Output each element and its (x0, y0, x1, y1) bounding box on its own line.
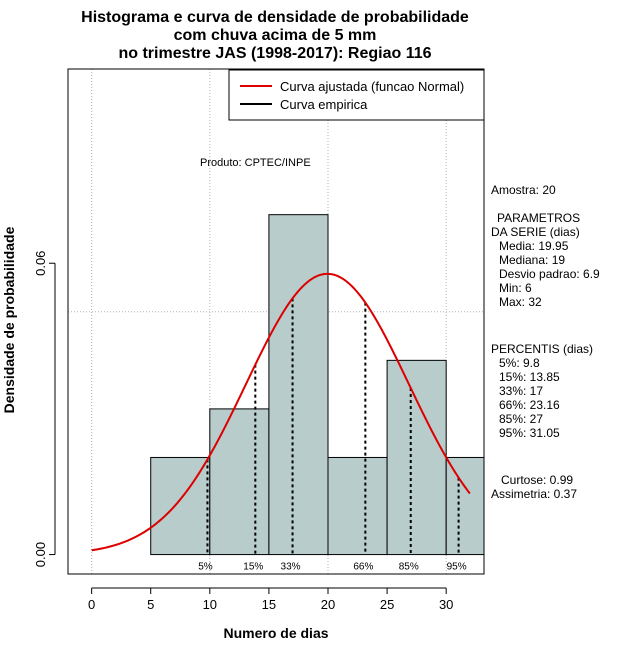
chart-title-line-3: no trimestre JAS (1998-2017): Regiao 116 (118, 45, 431, 62)
percentile-label: 15% (243, 562, 263, 573)
stat-assimetria: Assimetria: 0.37 (491, 487, 577, 501)
stat-p95: 95%: 31.05 (499, 426, 560, 440)
percentile-label: 5% (198, 562, 213, 573)
histogram-bar (268, 214, 329, 556)
x-axis-title: Numero de dias (223, 625, 328, 641)
percentile-label: 66% (353, 562, 373, 573)
x-tick-label: 25 (380, 597, 394, 612)
stat-curtose: Curtose: 0.99 (501, 473, 573, 487)
x-tick-label: 30 (439, 597, 453, 612)
product-note: Produto: CPTEC/INPE (200, 157, 311, 169)
stat-p85: 85%: 27 (499, 412, 543, 426)
percentile-label: 95% (447, 562, 467, 573)
x-tick-label: 5 (147, 597, 154, 612)
histogram-bar (209, 408, 270, 556)
y-tick-label: 0.00 (33, 542, 48, 567)
percentile-label: 33% (281, 562, 301, 573)
legend-box (228, 69, 485, 121)
plot-frame (67, 68, 485, 575)
histogram-bars (150, 214, 485, 556)
percentile-label: 85% (399, 562, 419, 573)
stat-desvio: Desvio padrao: 6.9 (499, 267, 600, 281)
legend: Curva ajustada (funcao Normal) Curva emp… (228, 69, 485, 121)
y-axis-title: Densidade de probabilidade (1, 226, 17, 413)
percentile-lines: 5% 15% 33% 66% 85% 95% (198, 298, 467, 573)
normal-curve (91, 272, 471, 552)
histogram-bar (445, 456, 485, 556)
stat-mediana: Mediana: 19 (499, 253, 565, 267)
histogram-bar (386, 359, 447, 556)
y-tick-label: 0.06 (33, 251, 48, 276)
stat-p5: 5%: 9.8 (499, 356, 540, 370)
x-tick-label: 0 (88, 597, 95, 612)
x-tick-label: 10 (203, 597, 217, 612)
axes: 0 5 10 15 20 25 30 0.00 0.06 (33, 251, 453, 612)
stat-parametros-title: PARAMETROS (497, 211, 580, 225)
normal-curve-layer (91, 272, 471, 552)
stat-p33: 33%: 17 (499, 384, 543, 398)
stat-min: Min: 6 (499, 281, 532, 295)
stat-amostra: Amostra: 20 (491, 183, 556, 197)
stat-percentis-title: PERCENTIS (dias) (491, 342, 593, 356)
histogram-bar (327, 456, 388, 556)
stat-p15: 15%: 13.85 (499, 370, 560, 384)
stat-serie-title: DA SERIE (dias) (491, 225, 580, 239)
chart-title-line-2: com chuva acima de 5 mm (174, 27, 377, 44)
stat-p66: 66%: 23.16 (499, 398, 560, 412)
chart-title-line-1: Histograma e curva de densidade de proba… (81, 9, 469, 26)
legend-normal-label: Curva ajustada (funcao Normal) (280, 79, 464, 94)
stat-media: Media: 19.95 (499, 239, 569, 253)
stat-max: Max: 32 (499, 295, 542, 309)
x-tick-label: 15 (262, 597, 276, 612)
legend-empirical-label: Curva empirica (280, 97, 368, 112)
x-tick-label: 20 (321, 597, 335, 612)
stats-panel: Amostra: 20 PARAMETROS DA SERIE (dias) M… (491, 183, 600, 501)
